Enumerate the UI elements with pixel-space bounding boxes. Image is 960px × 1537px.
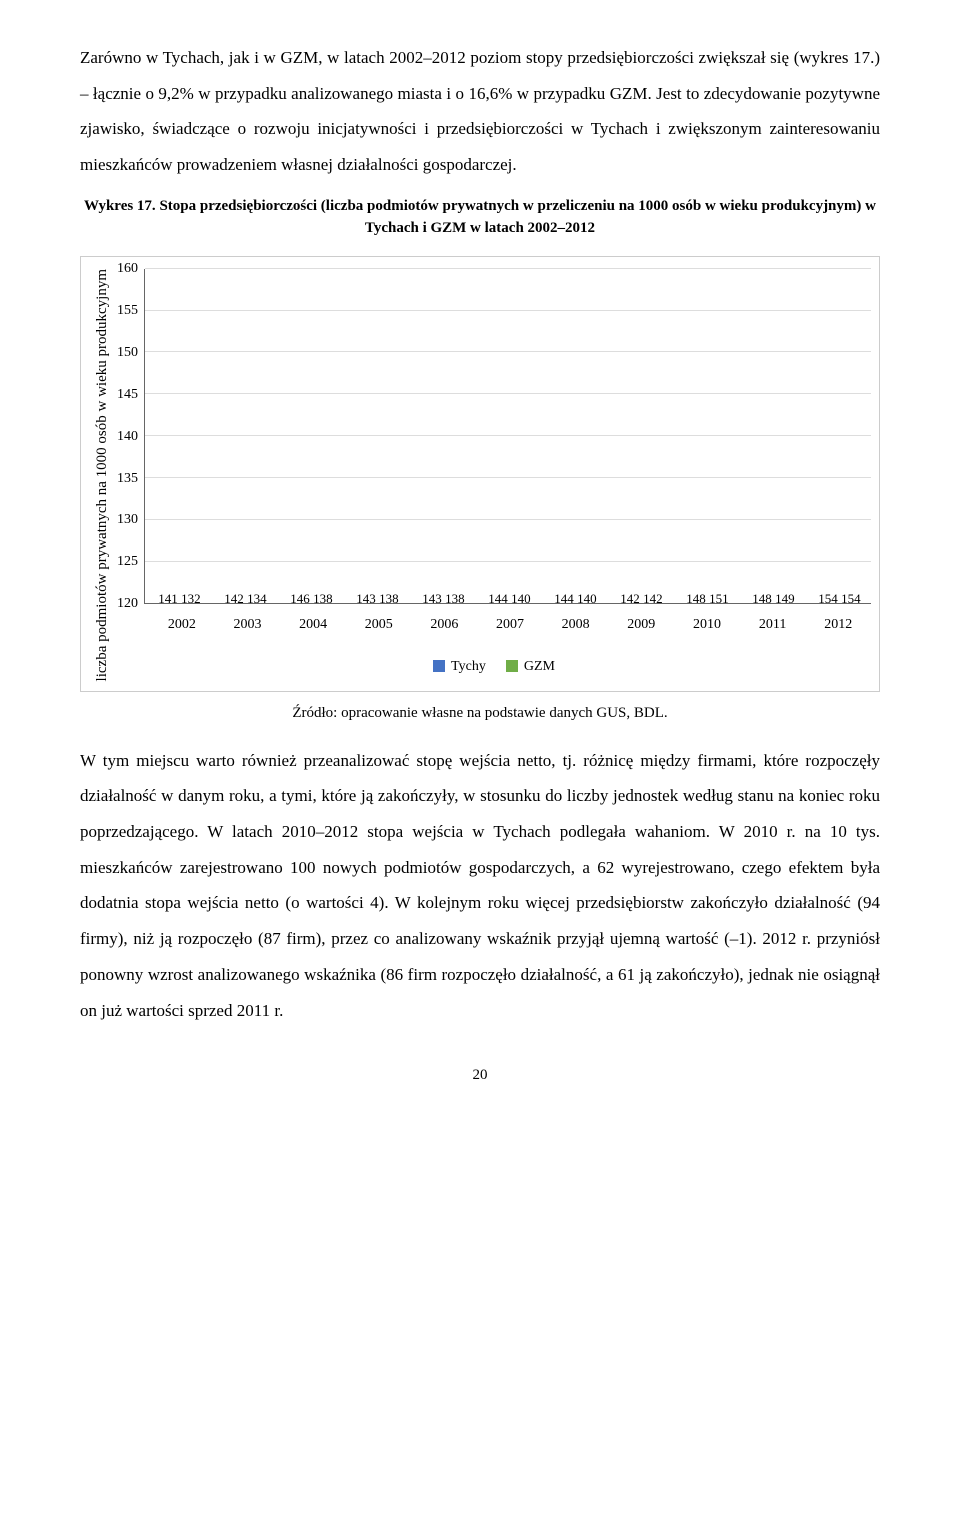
bar-value-label: 149	[775, 585, 795, 612]
legend-swatch	[506, 660, 518, 672]
chart-title: Wykres 17. Stopa przedsiębiorczości (lic…	[80, 195, 880, 240]
bar-value-label: 146	[290, 585, 310, 612]
legend-label: GZM	[524, 652, 555, 681]
bar-value-label: 148	[686, 585, 706, 612]
bar-value-label: 140	[577, 585, 597, 612]
chart-legend: Tychy GZM	[117, 652, 871, 681]
bar-value-label: 143	[422, 585, 442, 612]
paragraph-intro: Zarówno w Tychach, jak i w GZM, w latach…	[80, 40, 880, 183]
legend-label: Tychy	[451, 652, 486, 681]
bar-value-label: 132	[181, 585, 201, 612]
bar-value-label: 141	[158, 585, 178, 612]
bar-value-label: 138	[313, 585, 333, 612]
bar-value-label: 138	[379, 585, 399, 612]
bar-value-label: 142	[643, 585, 663, 612]
bar-value-label: 148	[752, 585, 772, 612]
bar-value-label: 154	[841, 585, 861, 612]
bar-value-label: 142	[620, 585, 640, 612]
bar-value-label: 140	[511, 585, 531, 612]
bar-value-label: 142	[224, 585, 244, 612]
x-tick: 2011	[740, 604, 806, 639]
x-tick: 2012	[805, 604, 871, 639]
chart-plot-area: 1411321421341461381431381431381441401441…	[144, 269, 871, 605]
x-tick: 2008	[543, 604, 609, 639]
legend-item: Tychy	[433, 652, 486, 681]
source-text: Źródło: opracowanie własne na podstawie …	[80, 702, 880, 725]
y-axis-ticks: 120125130135140145150155160	[117, 269, 144, 605]
bar-value-label: 144	[488, 585, 508, 612]
bar-value-label: 144	[554, 585, 574, 612]
y-axis-label: liczba podmiotów prywatnych na 1000 osób…	[89, 269, 115, 681]
paragraph-body: W tym miejscu warto również przeanalizow…	[80, 743, 880, 1029]
chart-bars: 1411321421341461381431381431381441401441…	[145, 269, 871, 604]
page-number: 20	[80, 1068, 880, 1083]
bar-value-label: 151	[709, 585, 729, 612]
legend-swatch	[433, 660, 445, 672]
x-tick: 2007	[477, 604, 543, 639]
bar-value-label: 143	[356, 585, 376, 612]
legend-item: GZM	[506, 652, 555, 681]
bar-value-label: 138	[445, 585, 465, 612]
chart-container: liczba podmiotów prywatnych na 1000 osób…	[80, 256, 880, 692]
x-tick: 2010	[674, 604, 740, 639]
x-tick: 2009	[608, 604, 674, 639]
bar-value-label: 154	[818, 585, 838, 612]
bar-value-label: 134	[247, 585, 266, 612]
chart-title-text: Stopa przedsiębiorczości (liczba podmiot…	[159, 198, 876, 237]
chart-title-prefix: Wykres 17.	[84, 198, 159, 214]
